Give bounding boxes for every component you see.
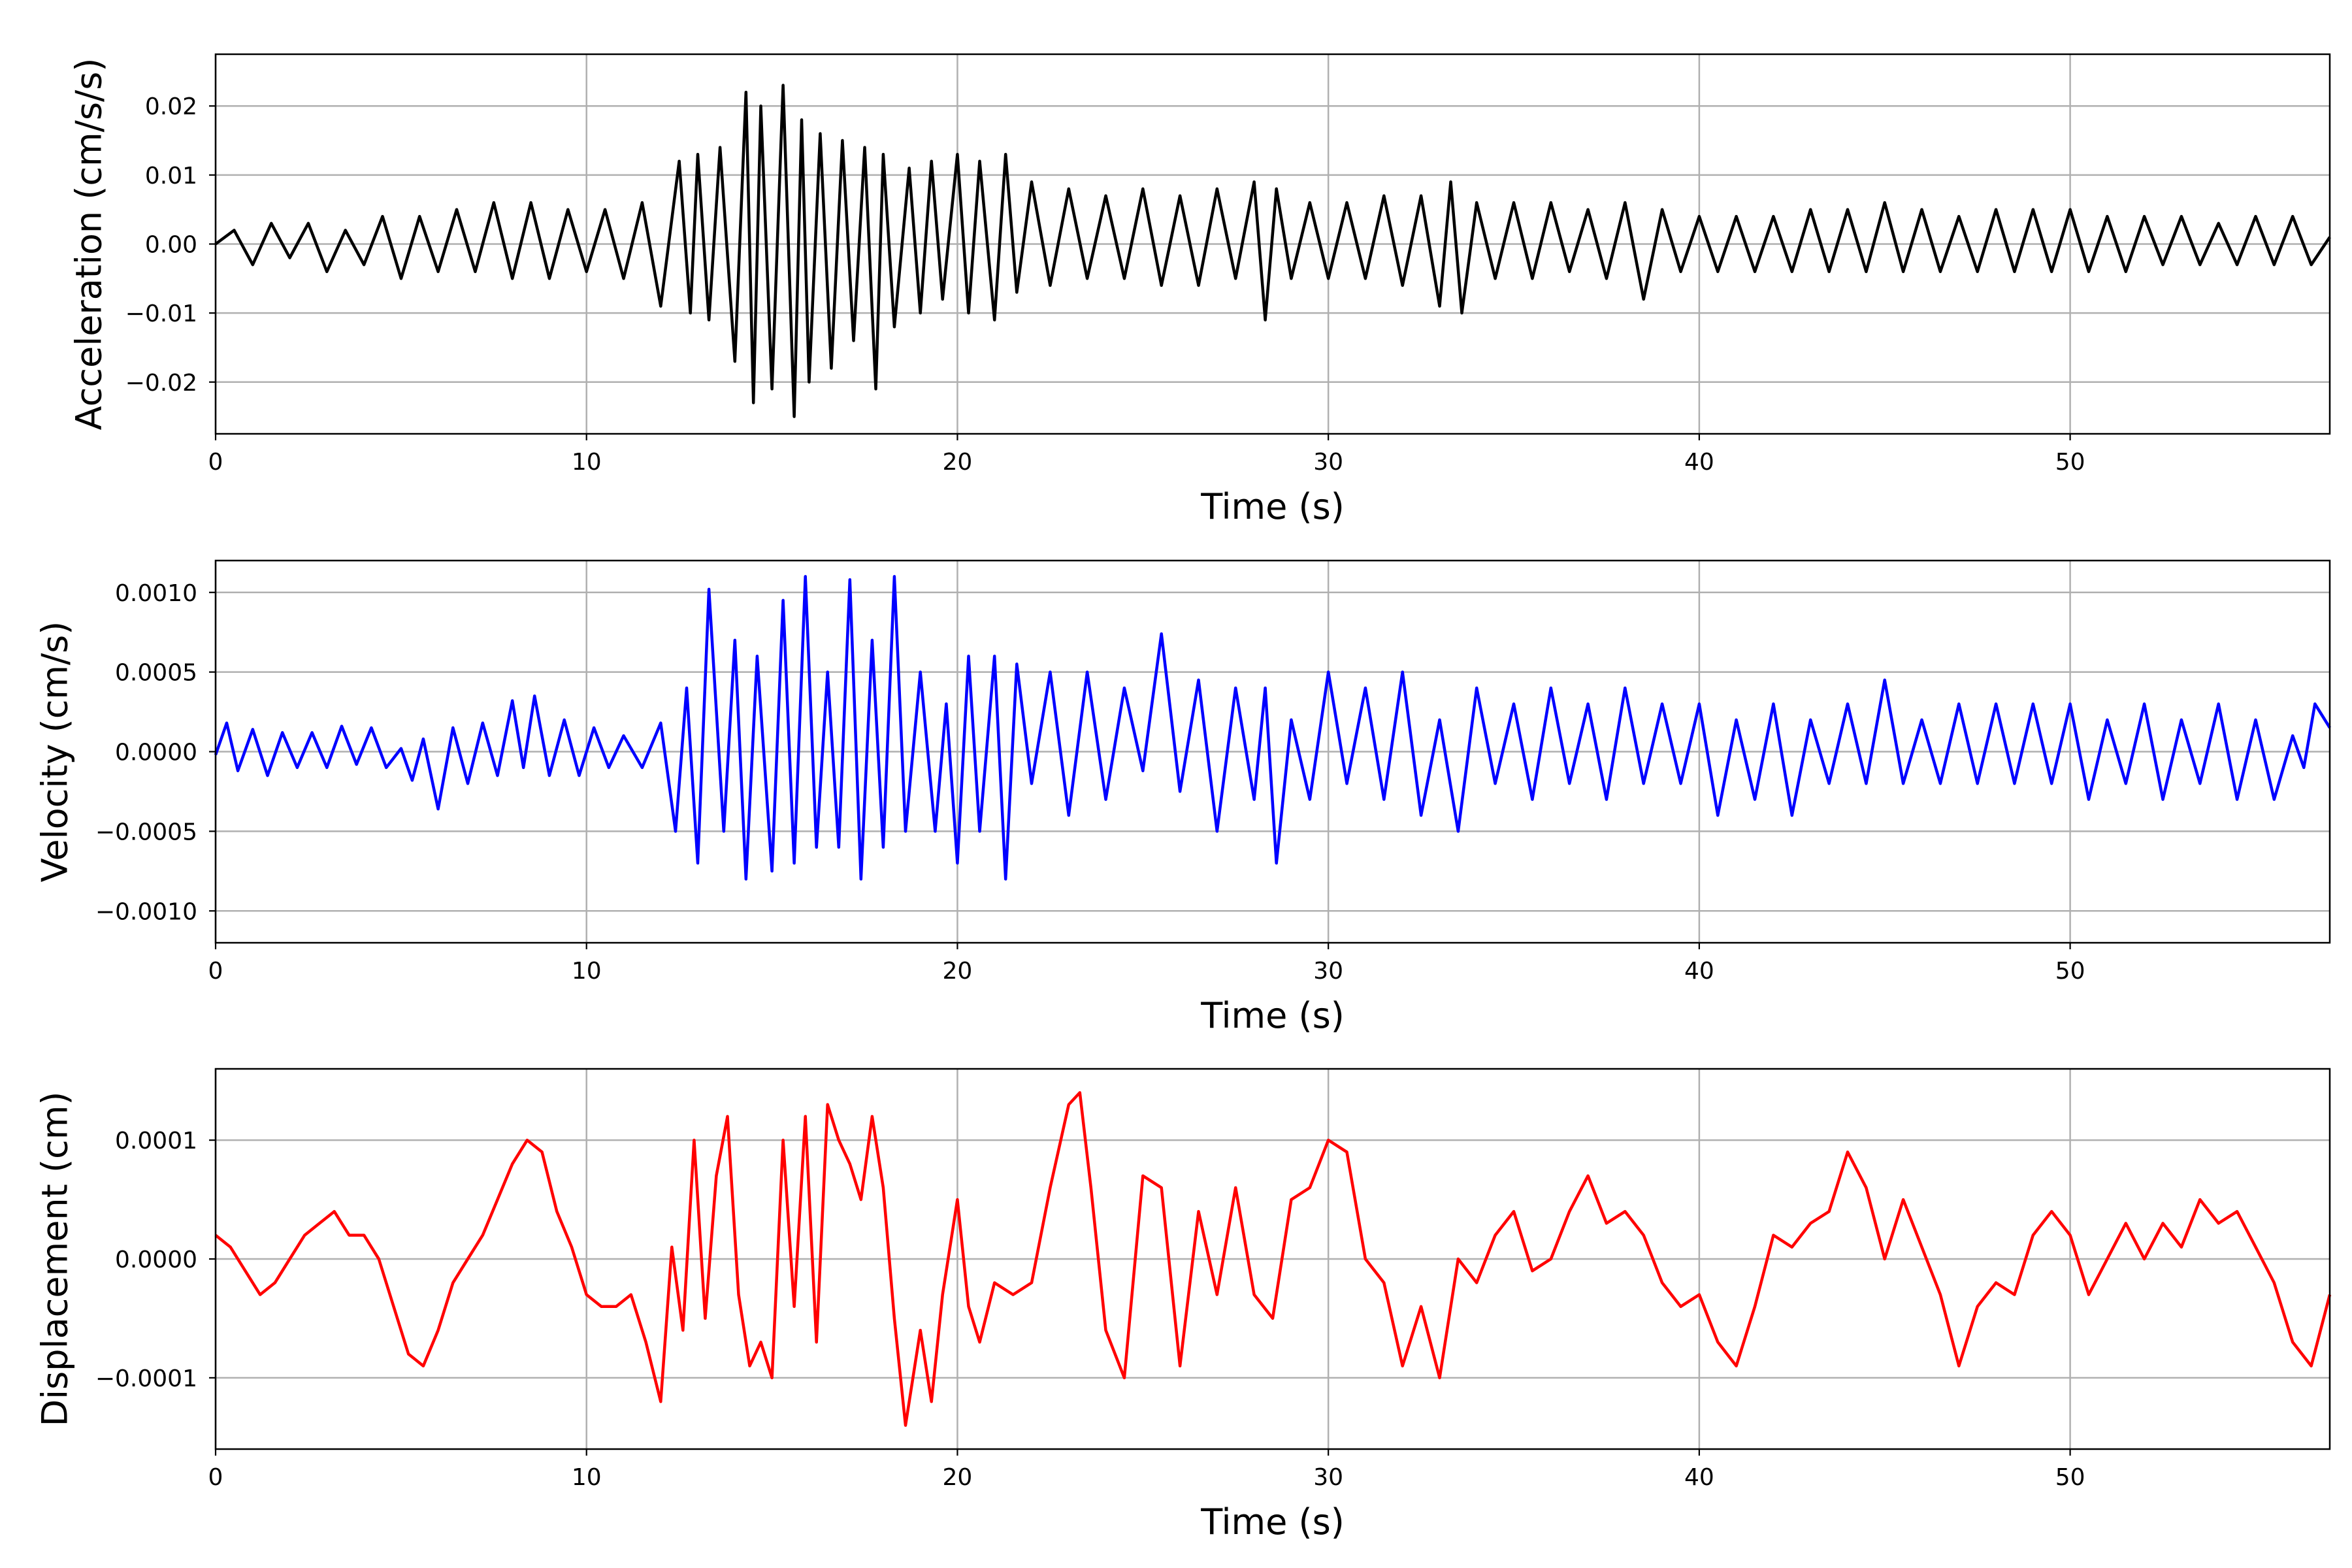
displacement-y-axis-label: Displacement (cm) <box>35 1092 76 1427</box>
velocity-x-tick-label: 20 <box>943 958 973 985</box>
acceleration-x-tick-label: 40 <box>1684 449 1714 476</box>
velocity-x-tick-label: 30 <box>1313 958 1343 985</box>
acceleration-x-tick-label: 50 <box>2055 449 2085 476</box>
velocity-y-tick-label: 0.0000 <box>115 740 197 766</box>
velocity-y-axis-label: Velocity (cm/s) <box>35 621 76 883</box>
velocity-y-tick-label: −0.0010 <box>95 898 197 925</box>
acceleration-ticks: 0 10 20 30 40 50 0.02 0.01 0.00 −0.01 −0.02 <box>125 93 2085 476</box>
velocity-x-axis-label: Time (s) <box>1200 995 1345 1036</box>
acceleration-x-tick-label: 0 <box>208 449 223 476</box>
displacement-ticks: 0 10 20 30 40 50 0.0001 0.0000 −0.0001 <box>95 1128 2085 1491</box>
displacement-x-tick-label: 10 <box>572 1464 602 1491</box>
velocity-y-tick-label: −0.0005 <box>95 819 197 845</box>
acceleration-y-tick-label: −0.02 <box>125 370 197 397</box>
acceleration-x-tick-label: 10 <box>572 449 602 476</box>
displacement-x-tick-label: 30 <box>1313 1464 1343 1491</box>
velocity-x-tick-label: 0 <box>208 958 223 985</box>
acceleration-x-axis-label: Time (s) <box>1200 486 1345 527</box>
acceleration-panel: 0 10 20 30 40 50 0.02 0.01 0.00 −0.01 −0.02 Time (… <box>69 53 2331 527</box>
displacement-y-tick-label: 0.0000 <box>115 1247 197 1273</box>
displacement-x-tick-label: 0 <box>208 1464 223 1491</box>
acceleration-y-tick-label: 0.02 <box>145 93 197 120</box>
velocity-series-line <box>214 575 2331 881</box>
displacement-y-tick-label: 0.0001 <box>115 1128 197 1154</box>
velocity-x-tick-label: 50 <box>2055 958 2085 985</box>
acceleration-series <box>214 84 2331 418</box>
displacement-x-tick-label: 40 <box>1684 1464 1714 1491</box>
acceleration-y-tick-label: −0.01 <box>125 301 197 327</box>
acceleration-x-tick-label: 30 <box>1313 449 1343 476</box>
velocity-series <box>214 575 2331 881</box>
displacement-x-tick-label: 20 <box>943 1464 973 1491</box>
velocity-ticks: 0 10 20 30 40 50 0.0010 0.0005 0.0000 −0.0005 −0.0… <box>95 580 2085 985</box>
acceleration-grid <box>214 54 2330 434</box>
velocity-x-tick-label: 10 <box>572 958 602 985</box>
acceleration-y-tick-label: 0.01 <box>145 163 197 189</box>
displacement-grid <box>214 1069 2330 1449</box>
displacement-x-tick-label: 50 <box>2055 1464 2085 1491</box>
velocity-y-tick-label: 0.0005 <box>115 660 197 687</box>
acceleration-y-axis-label: Acceleration (cm/s/s) <box>69 58 110 431</box>
acceleration-series-line <box>214 84 2331 418</box>
velocity-y-tick-label: 0.0010 <box>115 580 197 607</box>
acceleration-x-tick-label: 20 <box>943 449 973 476</box>
displacement-series-line <box>214 1091 2332 1427</box>
displacement-series <box>214 1091 2332 1427</box>
displacement-x-axis-label: Time (s) <box>1200 1501 1345 1543</box>
acceleration-y-tick-label: 0.00 <box>145 232 197 259</box>
displacement-y-tick-label: −0.0001 <box>95 1365 197 1392</box>
velocity-grid <box>214 561 2330 943</box>
velocity-panel: 0 10 20 30 40 50 0.0010 0.0005 0.0000 −0.0005 −0.0… <box>35 559 2331 1036</box>
velocity-x-tick-label: 40 <box>1684 958 1714 985</box>
